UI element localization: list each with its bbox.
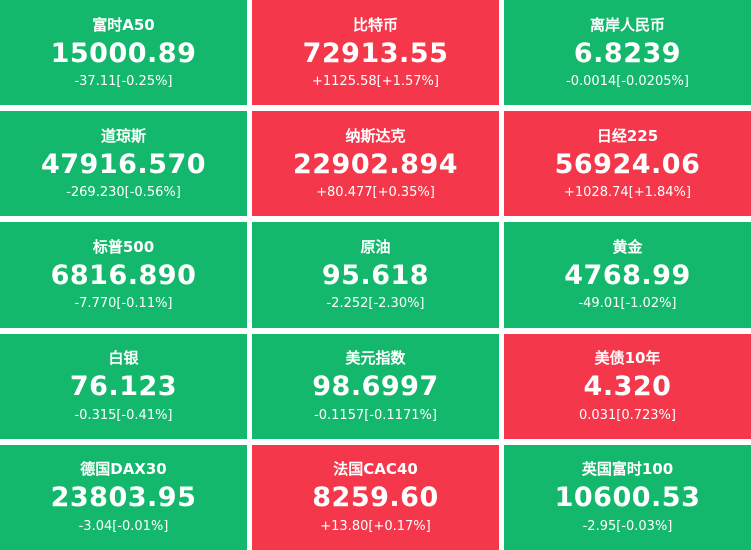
market-name: 德国DAX30 xyxy=(80,460,167,479)
market-price: 95.618 xyxy=(321,260,430,291)
market-change: -0.1157[-0.1171%] xyxy=(314,407,437,423)
market-price: 8259.60 xyxy=(312,482,439,514)
market-tile-12[interactable]: 美债10年 4.320 0.031[0.723%] xyxy=(504,333,751,439)
market-price: 6816.890 xyxy=(50,260,197,291)
market-change: -0.315[-0.41%] xyxy=(74,407,173,423)
market-change: -0.0014[-0.0205%] xyxy=(566,73,689,89)
market-name: 英国富时100 xyxy=(581,460,674,479)
market-name: 美债10年 xyxy=(594,349,661,368)
market-name: 原油 xyxy=(360,238,391,256)
market-name: 道琼斯 xyxy=(100,126,146,145)
market-change: -3.04[-0.01%] xyxy=(78,518,169,534)
market-price: 76.123 xyxy=(69,371,178,403)
market-price: 22902.894 xyxy=(292,148,459,180)
market-change: +80.477[+0.35%] xyxy=(316,185,435,201)
market-change: +13.80[+0.17%] xyxy=(320,518,431,534)
market-tile-14[interactable]: 法国CAC40 8259.60 +13.80[+0.17%] xyxy=(252,444,499,550)
market-tile-1[interactable]: 富时A50 15000.89 -37.11[-0.25%] xyxy=(0,0,247,106)
market-name: 日经225 xyxy=(596,126,659,145)
market-change: -49.01[-1.02%] xyxy=(578,296,677,312)
market-price: 6.8239 xyxy=(573,37,682,69)
market-tile-11[interactable]: 美元指数 98.6997 -0.1157[-0.1171%] xyxy=(252,333,499,439)
market-name: 富时A50 xyxy=(92,15,155,34)
market-tile-9[interactable]: 黄金 4768.99 -49.01[-1.02%] xyxy=(504,222,751,328)
market-change: +1125.58[+1.57%] xyxy=(312,73,439,89)
market-tile-2[interactable]: 比特币 72913.55 +1125.58[+1.57%] xyxy=(252,0,499,106)
market-tile-3[interactable]: 离岸人民币 6.8239 -0.0014[-0.0205%] xyxy=(504,0,751,106)
market-name: 黄金 xyxy=(612,238,643,256)
market-tile-10[interactable]: 白银 76.123 -0.315[-0.41%] xyxy=(0,333,247,439)
market-tile-15[interactable]: 英国富时100 10600.53 -2.95[-0.03%] xyxy=(504,444,751,550)
market-tile-13[interactable]: 德国DAX30 23803.95 -3.04[-0.01%] xyxy=(0,444,247,550)
market-change: -7.770[-0.11%] xyxy=(74,296,173,312)
market-name: 纳斯达克 xyxy=(345,126,406,145)
market-change: -269.230[-0.56%] xyxy=(66,185,181,201)
market-price: 23803.95 xyxy=(50,482,197,514)
market-name: 比特币 xyxy=(352,15,398,34)
market-name: 离岸人民币 xyxy=(589,15,665,34)
market-change: -2.95[-0.03%] xyxy=(582,518,673,534)
market-name: 白银 xyxy=(108,349,139,368)
market-tile-7[interactable]: 标普500 6816.890 -7.770[-0.11%] xyxy=(0,222,247,328)
market-price: 15000.89 xyxy=(50,37,197,69)
market-price: 10600.53 xyxy=(554,482,701,514)
market-price: 98.6997 xyxy=(312,371,439,403)
market-change: -37.11[-0.25%] xyxy=(74,73,173,89)
market-name: 法国CAC40 xyxy=(333,460,418,479)
market-price: 4768.99 xyxy=(564,260,691,291)
market-tile-5[interactable]: 纳斯达克 22902.894 +80.477[+0.35%] xyxy=(252,111,499,217)
market-change: -2.252[-2.30%] xyxy=(326,296,425,312)
market-price: 47916.570 xyxy=(40,148,207,180)
market-tile-8[interactable]: 原油 95.618 -2.252[-2.30%] xyxy=(252,222,499,328)
market-name: 美元指数 xyxy=(345,349,406,368)
market-change: 0.031[0.723%] xyxy=(579,407,676,423)
market-price: 72913.55 xyxy=(302,37,449,69)
market-tile-4[interactable]: 道琼斯 47916.570 -269.230[-0.56%] xyxy=(0,111,247,217)
market-tile-6[interactable]: 日经225 56924.06 +1028.74[+1.84%] xyxy=(504,111,751,217)
market-price: 56924.06 xyxy=(554,148,701,180)
market-price: 4.320 xyxy=(583,371,672,403)
market-name: 标普500 xyxy=(92,238,155,256)
market-change: +1028.74[+1.84%] xyxy=(564,185,691,201)
